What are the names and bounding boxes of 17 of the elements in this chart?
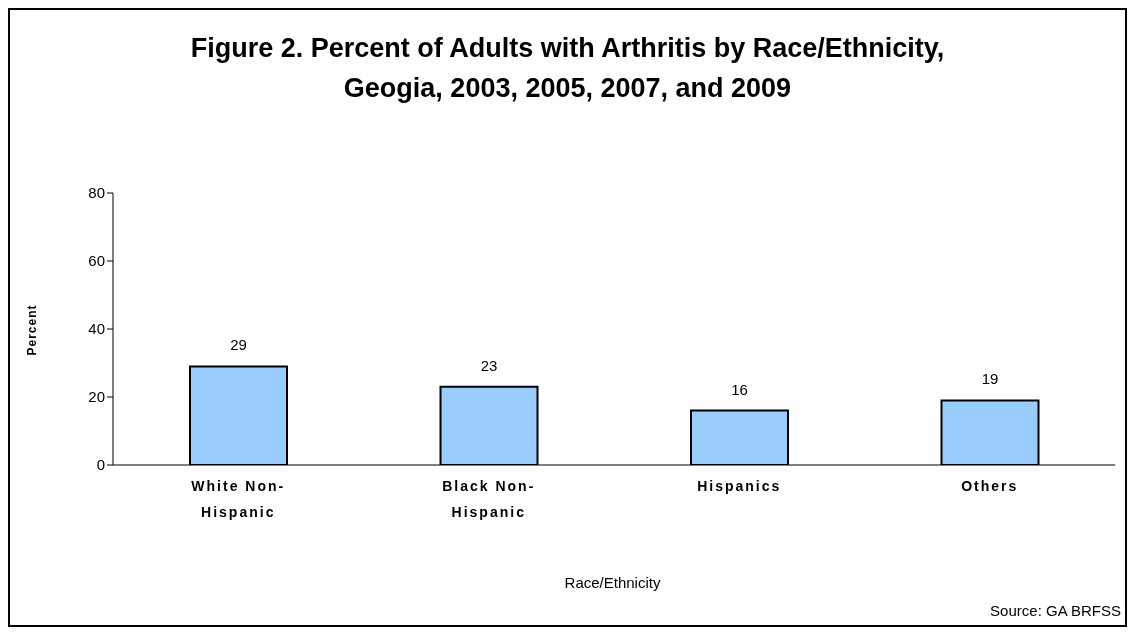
- x-tick-label: Hispanics: [697, 478, 782, 494]
- y-tick-label: 40: [88, 320, 105, 338]
- data-label: 23: [480, 356, 498, 374]
- data-label: 29: [230, 336, 247, 354]
- y-tick-label: 80: [88, 184, 105, 202]
- chart-title: Figure 2. Percent of Adults with Arthritis by Race/Ethnicity, Geogia, 2003, 2005, 2007, and 2009: [189, 32, 946, 105]
- x-tick-label: Black Non-Hispanic: [442, 478, 536, 520]
- x-tick-label: White Non-Hispanic: [191, 478, 286, 520]
- data-label: 16: [731, 380, 748, 398]
- x-tick-label: Others: [961, 478, 1019, 494]
- y-tick-label: 60: [88, 252, 105, 270]
- source-note: Source: GA BRFSS: [990, 602, 1121, 619]
- y-axis-title: Percent: [25, 304, 39, 356]
- y-tick-label: 0: [96, 456, 105, 474]
- x-axis-title: Race/Ethnicity: [564, 574, 661, 591]
- data-label: 19: [981, 370, 999, 388]
- y-tick-label: 20: [88, 388, 105, 406]
